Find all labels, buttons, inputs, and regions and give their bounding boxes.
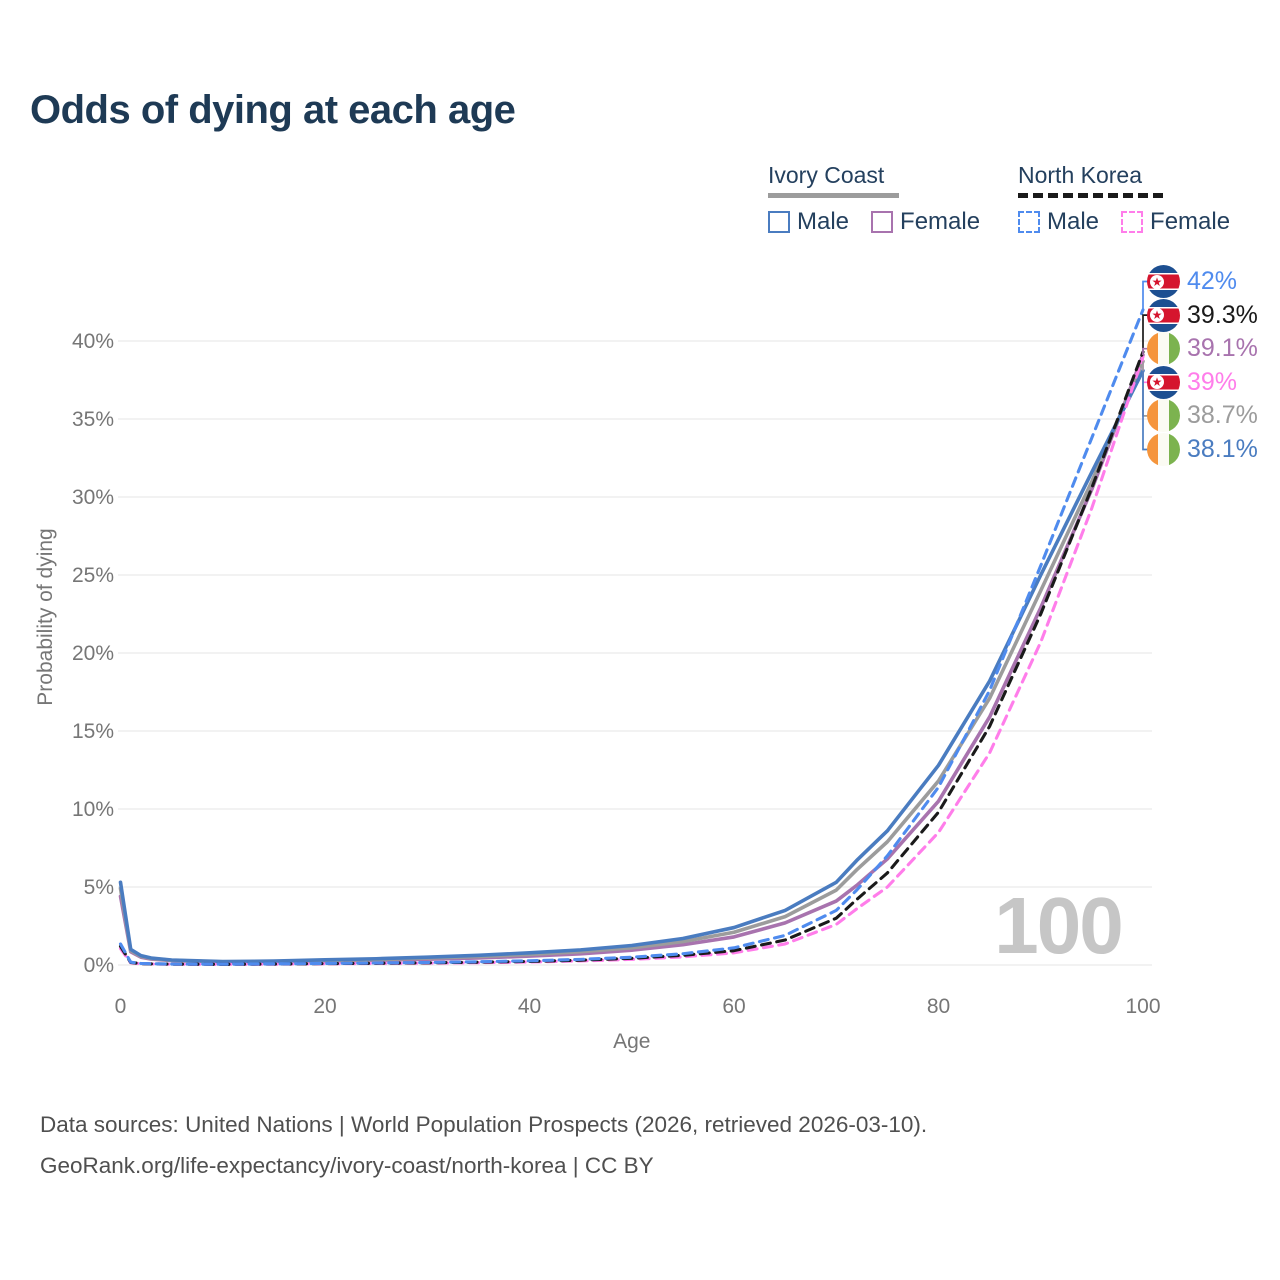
legend-label-male: Male (1047, 208, 1100, 235)
end-label-north-korea-female: ★ 39% (1147, 365, 1238, 399)
line-north-korea-both-sexes (118, 350, 1145, 966)
leader-line (1142, 370, 1148, 451)
attribution-link-text[interactable]: GeoRank.org/life-expectancy/ivory-coast/… (40, 1153, 654, 1178)
north-korea-star: ★ (1150, 308, 1164, 323)
north-korea-star: ★ (1150, 274, 1164, 289)
end-label-value: 42% (1187, 267, 1238, 295)
x-tick-label: 100 (1125, 995, 1160, 1018)
line-ivory-coast-both-sexes (118, 359, 1145, 964)
leader-line (1142, 314, 1148, 352)
line-north-korea-male (118, 308, 1145, 966)
legend-item-north-korea-female[interactable]: Female (1121, 208, 1230, 236)
gridlines (118, 340, 1152, 966)
y-axis-title: Probability of dying (34, 528, 57, 706)
legend-item-north-korea-male[interactable]: Male (1018, 208, 1099, 236)
footer: Data sources: United Nations | World Pop… (40, 1104, 927, 1186)
legend-group-ivory-coast: Ivory Coast Male Female (768, 162, 980, 236)
end-label-north-korea-male: ★ 42% (1147, 265, 1237, 298)
end-label-value: 39.3% (1187, 300, 1258, 329)
star-glyph: ★ (1151, 375, 1163, 390)
x-tick-label: 0 (115, 995, 127, 1018)
leader-line (1142, 280, 1148, 310)
legend-item-ivory-coast-male[interactable]: Male (768, 208, 849, 236)
legend-item-ivory-coast-female[interactable]: Female (871, 208, 980, 236)
north-korea-flag-icon: ★ (1147, 265, 1180, 298)
series-lines (118, 308, 1145, 966)
end-label-value: 38.1% (1187, 435, 1258, 463)
legend-label-female: Female (1150, 208, 1231, 235)
y-tick-label: 30% (72, 486, 114, 509)
age-watermark: 100 (994, 881, 1121, 970)
y-tick-label: 15% (72, 720, 114, 743)
y-axis-tick-labels: 0% 5% 10% 15% 20% 25% 30% 35% 40% (72, 330, 114, 977)
ivory-coast-flag-icon (1147, 399, 1180, 433)
line-ivory-coast-female (118, 353, 1145, 964)
x-tick-label: 80 (927, 995, 950, 1018)
ivory-coast-female-swatch (871, 211, 894, 233)
x-tick-label: 20 (313, 995, 336, 1018)
north-korea-star: ★ (1150, 375, 1164, 390)
x-axis-tick-labels: 0 20 40 60 80 100 (115, 995, 1161, 1018)
legend-label-male: Male (797, 208, 850, 235)
ivory-coast-male-swatch (768, 211, 790, 233)
end-label-value: 38.7% (1187, 401, 1258, 430)
end-label-ivory-coast-male: 38.1% (1147, 433, 1258, 466)
y-tick-label: 20% (72, 642, 114, 665)
north-korea-male-swatch (1018, 211, 1040, 233)
legend-label-female: Female (900, 208, 981, 235)
data-sources-text: Data sources: United Nations | World Pop… (40, 1112, 928, 1137)
leader-line (1142, 347, 1148, 356)
chart-title: Odds of dying at each age (30, 88, 516, 132)
ivory-coast-line-swatch (768, 193, 899, 198)
star-glyph: ★ (1151, 308, 1163, 323)
end-label-ivory-coast-both-sexes: 38.7% (1147, 399, 1258, 433)
legend-country-ivory-coast[interactable]: Ivory Coast (768, 162, 885, 188)
star-glyph: ★ (1151, 274, 1163, 289)
x-axis-title: Age (613, 1030, 650, 1053)
end-label-value: 39.1% (1187, 334, 1258, 363)
north-korea-line-swatch (1018, 193, 1163, 198)
x-tick-label: 40 (518, 995, 541, 1018)
ivory-coast-flag-icon (1147, 332, 1180, 366)
y-tick-label: 40% (72, 330, 114, 353)
y-tick-label: 0% (84, 954, 114, 977)
end-label-ivory-coast-female: 39.1% (1147, 332, 1258, 366)
north-korea-flag-icon: ★ (1147, 298, 1180, 332)
x-tick-label: 60 (722, 995, 745, 1018)
leader-lines (1142, 280, 1148, 451)
end-label-north-korea-both-sexes: ★ 39.3% (1147, 298, 1258, 332)
ivory-coast-flag-icon (1147, 433, 1180, 466)
legend-group-north-korea: North Korea Male Female (1018, 162, 1230, 236)
legend-country-north-korea[interactable]: North Korea (1018, 162, 1143, 188)
y-tick-label: 5% (84, 876, 114, 899)
end-label-value: 39% (1187, 367, 1238, 396)
y-tick-label: 25% (72, 564, 114, 587)
line-north-korea-female (118, 355, 1145, 966)
line-ivory-coast-male (118, 368, 1145, 964)
y-tick-label: 35% (72, 408, 114, 431)
y-tick-label: 10% (72, 798, 114, 821)
north-korea-flag-icon: ★ (1147, 365, 1180, 399)
north-korea-female-swatch (1121, 211, 1144, 233)
